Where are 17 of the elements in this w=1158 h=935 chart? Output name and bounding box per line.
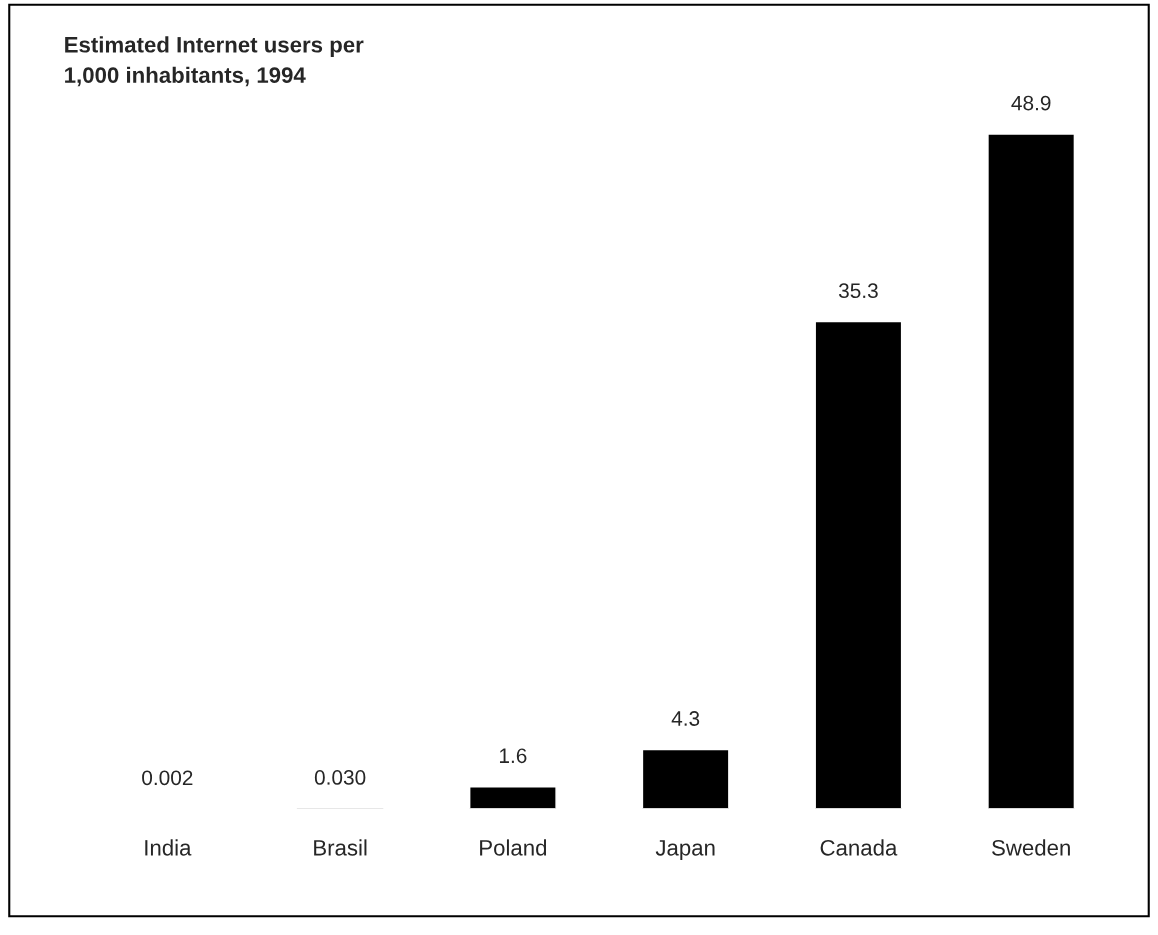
bar <box>641 748 730 809</box>
x-tick-label: Japan <box>655 840 715 861</box>
chart-title: Estimated Internet users per 1,000 inhabitants, 1994 <box>65 36 364 87</box>
x-tick-label: Canada <box>820 839 898 856</box>
x-tick-label: India <box>145 839 192 856</box>
x-tick-label: Brasil <box>314 839 367 856</box>
bar <box>987 133 1076 809</box>
bar <box>468 786 557 809</box>
x-tick-label: Poland <box>480 839 547 856</box>
data-label: 35.3 <box>838 283 878 299</box>
data-label: 0.002 <box>142 770 193 786</box>
data-label: 1.6 <box>499 748 527 764</box>
data-label: 0.030 <box>314 770 366 785</box>
data-label: 48.9 <box>1011 95 1051 111</box>
data-label: 4.3 <box>671 711 700 726</box>
x-tick-label: Sweden <box>992 839 1070 856</box>
bar <box>814 320 903 809</box>
